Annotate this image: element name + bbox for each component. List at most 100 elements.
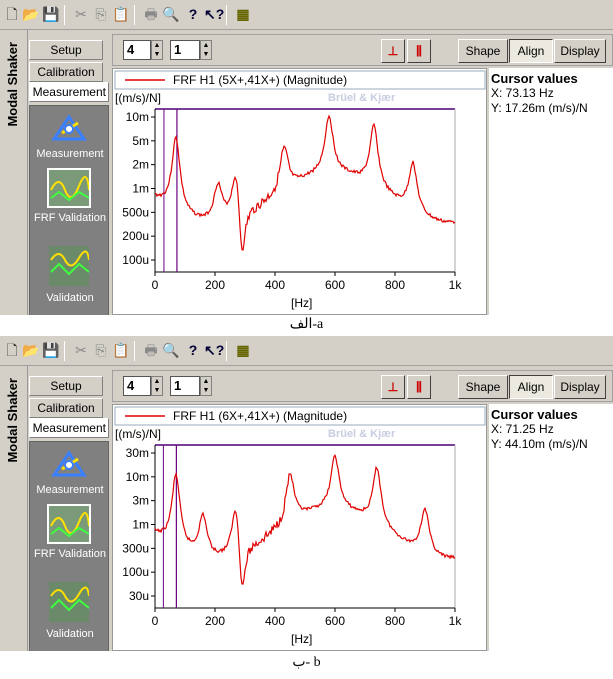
shape-button[interactable]: Shape: [458, 39, 508, 63]
measurement-item-label[interactable]: Measurement: [36, 148, 104, 160]
spin-buttons-1[interactable]: ▲ ▼: [151, 40, 163, 60]
peak-marker-button[interactable]: ⊥: [381, 39, 405, 63]
frf-curve: [154, 114, 456, 251]
measurement-pane: Measurement FRF Validation Validation: [29, 441, 109, 651]
help-icon[interactable]: ?: [188, 342, 198, 358]
validation-icon[interactable]: [49, 582, 90, 622]
sidebar-title: Modal Shaker: [0, 366, 28, 651]
shape-button[interactable]: Shape: [458, 375, 508, 399]
save-icon[interactable]: 💾: [42, 342, 60, 358]
frf-graph[interactable]: FRF H1 (5X+,41X+) (Magnitude) Brüel & Kjæ…: [112, 68, 487, 315]
cursor-x-value: X: 71.25 Hz: [491, 422, 554, 436]
y-tick-label: 300u: [122, 541, 149, 555]
open-icon[interactable]: 📂: [22, 6, 40, 22]
x-tick-label: 1k: [449, 278, 463, 292]
new-icon[interactable]: 🗋: [6, 6, 18, 22]
validation-item-label[interactable]: Validation: [46, 628, 94, 640]
cursor-x-value: X: 73.13 Hz: [491, 86, 554, 100]
tab-setup[interactable]: Setup: [29, 376, 103, 396]
x-tick-label: 800: [385, 614, 405, 628]
y-tick-label: 1m: [132, 182, 149, 196]
y-tick-label: 2m: [132, 158, 149, 172]
x-tick-label: 1k: [449, 614, 463, 628]
copy-icon[interactable]: ⎘: [95, 6, 107, 22]
sidebar-title: Modal Shaker: [0, 30, 28, 315]
spin-buttons-2[interactable]: ▲ ▼: [200, 376, 212, 396]
copy-icon[interactable]: ⎘: [95, 342, 107, 358]
spin-input-1[interactable]: 4: [123, 376, 151, 396]
sidebar: Modal Shaker Setup Calibration Measureme…: [0, 30, 112, 315]
tab-calibration[interactable]: Calibration: [29, 398, 103, 418]
frf-graph[interactable]: FRF H1 (6X+,41X+) (Magnitude) Brüel & Kjæ…: [112, 404, 487, 651]
y-tick-label: 200u: [122, 229, 149, 243]
app-icon[interactable]: ▦: [236, 342, 250, 358]
print-preview-icon[interactable]: 🔍: [162, 342, 180, 358]
print-preview-icon[interactable]: 🔍: [162, 6, 180, 22]
validation-item-label[interactable]: Validation: [46, 292, 94, 304]
x-tick-label: 200: [205, 614, 225, 628]
frf-validation-item-label[interactable]: FRF Validation: [34, 548, 106, 560]
measurement-icon[interactable]: [44, 111, 94, 151]
y-tick-label: 100u: [122, 253, 149, 267]
cut-icon[interactable]: ✂: [75, 342, 87, 358]
legend-box: [114, 70, 486, 90]
spin-input-2[interactable]: 1: [170, 40, 200, 60]
spin-buttons-1[interactable]: ▲ ▼: [151, 376, 163, 396]
toolbar: 🗋 📂 💾 ✂ ⎘ 📋 🖶 🔍 ? ↖? ▦: [0, 0, 613, 30]
print-icon[interactable]: 🖶: [144, 342, 158, 358]
new-icon[interactable]: 🗋: [6, 342, 18, 358]
cursor-values-panel: Cursor values X: 73.13 Hz Y: 17.26m (m/s…: [489, 68, 613, 315]
paste-icon[interactable]: 📋: [112, 6, 130, 22]
align-button[interactable]: Align: [509, 39, 553, 63]
toolbar: 🗋 📂 💾 ✂ ⎘ 📋 🖶 🔍 ? ↖? ▦: [0, 336, 613, 366]
sidebar: Modal Shaker Setup Calibration Measureme…: [0, 366, 112, 651]
harmonic-marker-button[interactable]: ⫼: [407, 39, 431, 63]
measurement-icon[interactable]: [44, 447, 94, 487]
frf-validation-icon[interactable]: [47, 504, 91, 544]
y-tick-label: 3m: [132, 494, 149, 508]
spin-input-1[interactable]: 4: [123, 40, 151, 60]
print-icon[interactable]: 🖶: [144, 6, 158, 22]
app-icon[interactable]: ▦: [236, 6, 250, 22]
x-axis-label: [Hz]: [291, 296, 312, 310]
y-tick-label: 100u: [122, 565, 149, 579]
harmonic-marker-button[interactable]: ⫼: [407, 375, 431, 399]
x-tick-label: 400: [265, 614, 285, 628]
cursor-title: Cursor values: [491, 71, 578, 86]
spin-input-2[interactable]: 1: [170, 376, 200, 396]
control-bar: 4 ▲ ▼ 1 ▲ ▼ ⊥ ⫼ Shape Align Display: [112, 34, 613, 66]
control-bar: 4 ▲ ▼ 1 ▲ ▼ ⊥ ⫼ Shape Align Display: [112, 370, 613, 402]
validation-icon[interactable]: [49, 246, 90, 286]
tab-calibration[interactable]: Calibration: [29, 62, 103, 82]
help-icon[interactable]: ?: [188, 6, 198, 22]
legend-label: FRF H1 (6X+,41X+) (Magnitude): [173, 409, 347, 423]
y-tick-label: 10m: [126, 110, 149, 124]
display-button[interactable]: Display: [554, 39, 606, 63]
context-help-icon[interactable]: ↖?: [204, 342, 225, 358]
legend-label: FRF H1 (5X+,41X+) (Magnitude): [173, 73, 347, 87]
frf-curve: [154, 454, 456, 585]
peak-marker-button[interactable]: ⊥: [381, 375, 405, 399]
context-help-icon[interactable]: ↖?: [204, 6, 225, 22]
frf-validation-icon[interactable]: [47, 168, 91, 208]
tab-setup[interactable]: Setup: [29, 40, 103, 60]
cursor-y-value: Y: 17.26m (m/s)/N: [491, 101, 588, 115]
cursor-y-value: Y: 44.10m (m/s)/N: [491, 437, 588, 451]
open-icon[interactable]: 📂: [22, 342, 40, 358]
display-button[interactable]: Display: [554, 375, 606, 399]
frf-plot[interactable]: FRF H1 (5X+,41X+) (Magnitude) Brüel & Kjæ…: [113, 69, 486, 314]
measurement-item-label[interactable]: Measurement: [36, 484, 104, 496]
frf-plot[interactable]: FRF H1 (6X+,41X+) (Magnitude) Brüel & Kjæ…: [113, 405, 486, 650]
y-axis-label: [(m/s)/N]: [115, 427, 161, 441]
frf-validation-item-label[interactable]: FRF Validation: [34, 212, 106, 224]
spin-buttons-2[interactable]: ▲ ▼: [200, 40, 212, 60]
x-tick-label: 800: [385, 278, 405, 292]
tab-measurement[interactable]: Measurement: [29, 82, 109, 102]
align-button[interactable]: Align: [509, 375, 553, 399]
save-icon[interactable]: 💾: [42, 6, 60, 22]
tab-measurement[interactable]: Measurement: [29, 418, 109, 438]
cut-icon[interactable]: ✂: [75, 6, 87, 22]
app-window-a: 🗋 📂 💾 ✂ ⎘ 📋 🖶 🔍 ? ↖? ▦ Modal Shaker Setu…: [0, 0, 613, 315]
paste-icon[interactable]: 📋: [112, 342, 130, 358]
caption-a: الف-a: [289, 317, 324, 332]
